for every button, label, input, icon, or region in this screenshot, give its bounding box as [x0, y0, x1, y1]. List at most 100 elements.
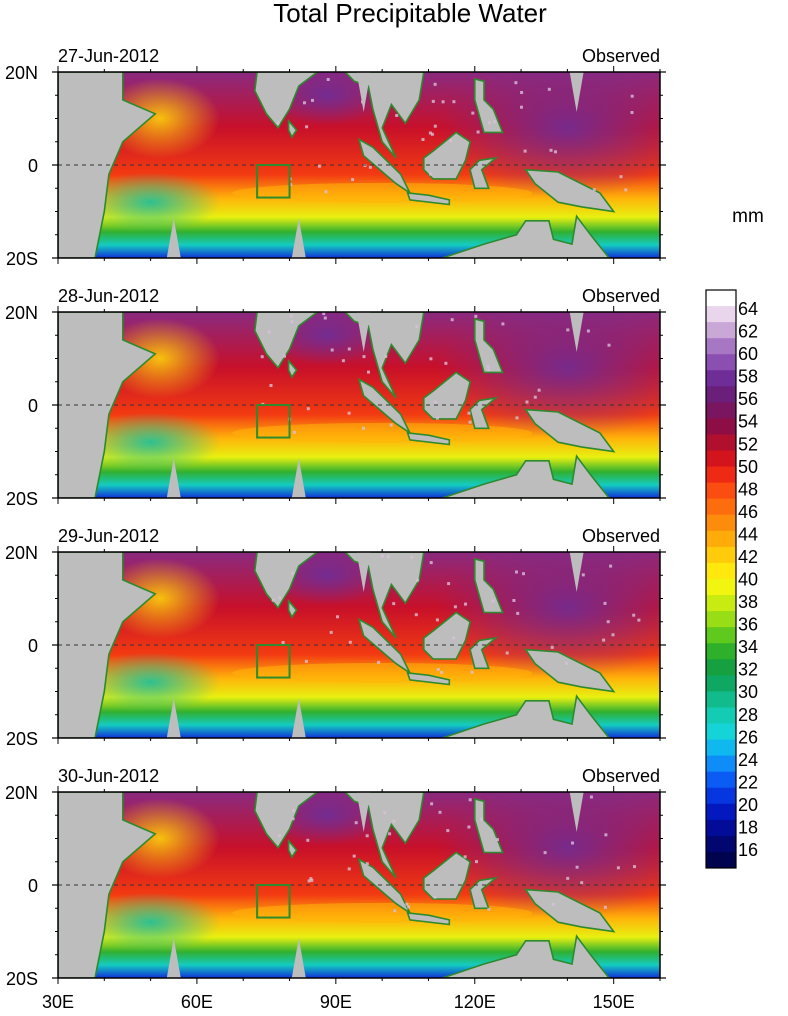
latitude-label: 20N [5, 543, 38, 563]
colorbar-tick-label: 18 [738, 818, 758, 838]
longitude-label: 150E [593, 992, 635, 1012]
colorbar-swatch [706, 627, 736, 644]
colorbar-swatch [706, 482, 736, 500]
colorbar-swatch [706, 835, 736, 853]
colorbar-swatch [706, 514, 736, 532]
missing-data-wedge [356, 552, 371, 592]
colorbar-swatch [706, 819, 736, 837]
colorbar-tick-label: 20 [738, 795, 758, 815]
colorbar-tick-label: 26 [738, 727, 758, 747]
colorbar-tick-label: 52 [738, 434, 758, 454]
missing-data-wedge [356, 792, 371, 832]
map-panel: 20N 0 20S 28-Jun-2012 Observed [5, 286, 666, 509]
colorbar-tick-label: 40 [738, 570, 758, 590]
colorbar-frame [705, 289, 737, 869]
latitude-label: 20N [5, 63, 38, 83]
land-mass [422, 611, 472, 660]
panel-label: Observed [582, 286, 660, 306]
colorbar-swatch [706, 643, 736, 660]
colorbar-swatch [706, 322, 736, 339]
land-mass [469, 396, 499, 430]
colorbar-swatch [706, 803, 736, 821]
longitude-label: 120E [454, 992, 496, 1012]
missing-data-wedge [291, 458, 306, 498]
longitude-axis: 30E 60E 90E 120E 150E [42, 992, 635, 1012]
colorbar-tick-label: 24 [738, 750, 758, 770]
tpw-field [58, 552, 660, 738]
colorbar-swatch [706, 579, 736, 596]
unit-label: mm [732, 206, 764, 227]
colorbar-tick-label: 56 [738, 389, 758, 409]
land-mass [473, 77, 504, 134]
missing-data-wedge [166, 218, 181, 258]
panel-label: Observed [582, 766, 660, 786]
colorbar-tick-label: 50 [738, 457, 758, 477]
land-mass [422, 131, 472, 180]
land-mass [442, 694, 611, 738]
land-mass [287, 358, 298, 379]
missing-data-wedge [166, 938, 181, 978]
colorbar-swatch [706, 530, 736, 548]
colorbar-swatch [706, 290, 736, 307]
colorbar-tick-label: 54 [738, 412, 758, 432]
missing-data-wedge [569, 792, 584, 832]
land-mass [422, 851, 472, 900]
colorbar-swatch [706, 723, 736, 741]
missing-data-wedge [291, 938, 306, 978]
land-mass [234, 72, 319, 130]
colorbar-tick-label: 48 [738, 479, 758, 499]
analysis-box [256, 884, 291, 919]
latitude-label: 20N [5, 303, 38, 323]
longitude-label: 60E [181, 992, 213, 1012]
colorbar-swatch [706, 659, 736, 676]
colorbar-swatch [706, 466, 736, 484]
land-mass [234, 792, 319, 850]
colorbar-tick-label: 34 [738, 637, 758, 657]
missing-data-wedge [569, 72, 584, 112]
colorbar-tick-label: 16 [738, 840, 758, 860]
colorbar-tick-label: 64 [738, 299, 758, 319]
map-panel: 20N 0 20S 29-Jun-2012 Observed [5, 526, 666, 749]
latitude-label: 0 [28, 876, 38, 896]
colorbar-tick-label: 62 [738, 322, 758, 342]
missing-data-wedge [569, 312, 584, 352]
latitude-label: 20N [5, 783, 38, 803]
colorbar-tick-label: 42 [738, 547, 758, 567]
land-mass [442, 214, 611, 258]
colorbar-swatch [706, 787, 736, 805]
missing-data-wedge [356, 72, 371, 112]
missing-data-wedge [291, 698, 306, 738]
colorbar-swatch [706, 338, 736, 355]
colorbar-swatch [706, 851, 736, 869]
land-mass [234, 312, 319, 370]
missing-data-wedge [166, 698, 181, 738]
colorbar-swatch [706, 562, 736, 580]
land-mass [524, 408, 616, 453]
colorbar-swatch [706, 450, 736, 468]
map-panel: 20N 0 20S 30-Jun-2012 Observed [5, 766, 666, 989]
colorbar-swatch [706, 306, 736, 323]
land-mass [422, 371, 472, 420]
analysis-box [256, 164, 291, 199]
colorbar-swatch [706, 402, 736, 419]
land-mass [524, 168, 616, 213]
colorbar-swatch [706, 418, 736, 435]
colorbar-swatch [706, 611, 736, 628]
colorbar-swatch [706, 546, 736, 564]
land-mass [469, 636, 499, 670]
tpw-field [58, 792, 660, 978]
colorbar-tick-label: 58 [738, 367, 758, 387]
panel-date: 27-Jun-2012 [58, 46, 159, 66]
colorbar-tick-label: 46 [738, 502, 758, 522]
colorbar-tick-label: 28 [738, 705, 758, 725]
panel-date: 30-Jun-2012 [58, 766, 159, 786]
land-mass [406, 671, 451, 686]
latitude-label: 0 [28, 636, 38, 656]
longitude-label: 30E [42, 992, 74, 1012]
land-mass [473, 317, 504, 374]
analysis-box [256, 404, 291, 439]
colorbar-tick-label: 22 [738, 772, 758, 792]
longitude-label: 90E [320, 992, 352, 1012]
